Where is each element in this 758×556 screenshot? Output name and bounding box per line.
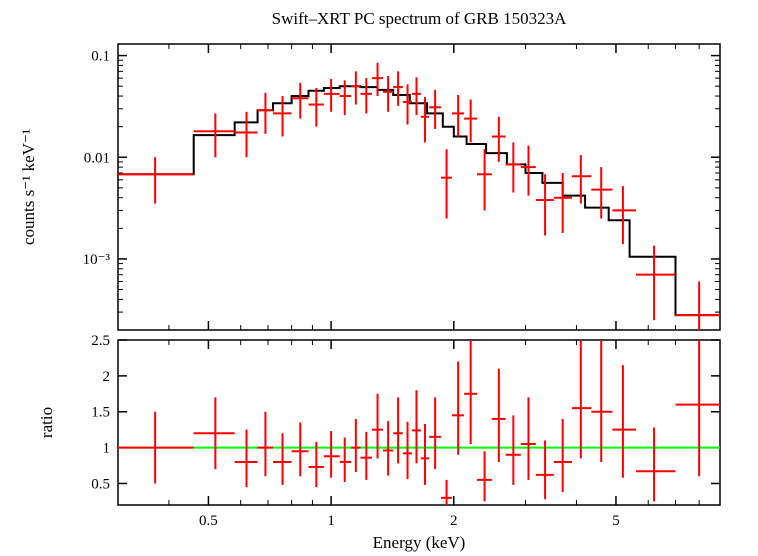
bottom-panel-content	[118, 340, 720, 505]
y-tick-label-bottom: 1	[103, 441, 111, 457]
spectrum-chart: Swift–XRT PC spectrum of GRB 150323A 0.5 1…	[0, 0, 758, 556]
x-tick-label: 0.5	[199, 513, 218, 529]
model-curve	[118, 86, 720, 315]
y-tick-label-bottom: 2	[103, 369, 111, 385]
x-axis-label: Energy (keV)	[373, 533, 466, 552]
y-tick-label-top: 0.01	[84, 150, 110, 166]
y-axis-label-bottom: ratio	[37, 407, 56, 438]
y-tick-label-bottom: 2.5	[91, 333, 110, 349]
x-tick-label: 1	[327, 513, 335, 529]
bottom-panel-frame	[118, 340, 720, 505]
x-tick-label: 2	[450, 513, 458, 529]
chart-svg: Swift–XRT PC spectrum of GRB 150323A 0.5 1…	[0, 0, 758, 556]
y-tick-label-top: 10⁻³	[83, 252, 111, 268]
y-tick-label-bottom: 0.5	[91, 476, 110, 492]
x-tick-label: 5	[612, 513, 620, 529]
top-panel-frame	[118, 44, 720, 330]
top-panel-content	[118, 63, 720, 330]
chart-title: Swift–XRT PC spectrum of GRB 150323A	[272, 9, 567, 28]
y-tick-label-bottom: 1.5	[91, 405, 110, 421]
y-axis-label-top: counts s⁻¹ keV⁻¹	[19, 129, 38, 245]
y-tick-label-top: 0.1	[91, 49, 110, 65]
